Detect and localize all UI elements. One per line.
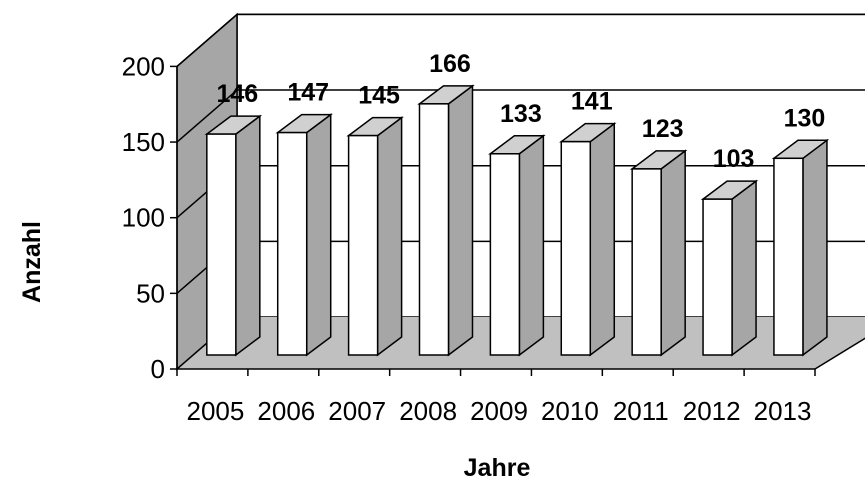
y-tick-label-0: 0 (151, 354, 165, 384)
x-tick-label-2008: 2008 (399, 396, 457, 426)
bar-front-2006 (276, 131, 308, 356)
x-tick-label-2005: 2005 (187, 396, 245, 426)
data-label-2009: 133 (500, 100, 542, 128)
bar-side-2007 (376, 116, 403, 357)
bar-front-2008 (418, 103, 450, 356)
bar-side-2006 (305, 113, 332, 357)
data-label-2008: 166 (429, 50, 471, 78)
bar-side-2010 (589, 122, 616, 357)
x-tick-labels: 2005 2006 2007 2008 2009 2010 2011 2012 2013 (187, 396, 812, 426)
bar-side-2005 (235, 114, 261, 357)
x-tick-label-2010: 2010 (541, 396, 599, 426)
bar-2006 (275, 113, 333, 357)
y-tick-label-50: 50 (136, 278, 165, 308)
data-label-2007: 145 (358, 82, 400, 110)
bar-side-2013 (802, 138, 828, 357)
chart-bars (204, 84, 830, 357)
chart-axes (170, 65, 865, 376)
x-tick-label-2013: 2013 (754, 396, 812, 426)
bar-2011 (629, 149, 688, 357)
data-label-2010: 141 (571, 88, 613, 116)
bar-front-2009 (489, 153, 521, 356)
x-tick-label-2011: 2011 (613, 396, 669, 426)
x-tick-label-2006: 2006 (257, 396, 315, 426)
y-axis-title: Anzahl (18, 221, 46, 303)
data-labels: 146 147 145 166 133 141 123 103 130 (216, 50, 825, 173)
x-tick-label-2012: 2012 (683, 396, 741, 426)
x-tick-label-2009: 2009 (470, 396, 528, 426)
bar-2012 (700, 179, 759, 357)
bar-2008 (417, 84, 475, 357)
bar-2013 (771, 138, 830, 357)
y-tick-label-100: 100 (122, 203, 165, 233)
floor-edge-line (814, 337, 865, 370)
bar-side-2008 (447, 84, 474, 357)
data-label-2012: 103 (713, 145, 755, 173)
bar-2009 (488, 134, 546, 357)
bar-2010 (559, 122, 617, 357)
bar-front-2013 (773, 157, 804, 356)
gridline-side-150 (176, 89, 238, 143)
bar-2007 (346, 116, 404, 357)
bar-front-2010 (560, 140, 592, 356)
x-tick-label-2007: 2007 (328, 396, 386, 426)
x-axis-title: Jahre (464, 454, 531, 481)
bar-side-2009 (518, 134, 545, 357)
bar-front-2005 (206, 133, 237, 356)
y-tick-label-150: 150 (122, 127, 165, 157)
bar-2005 (204, 114, 263, 357)
bar-side-2012 (731, 179, 757, 357)
bar-front-2011 (631, 168, 662, 356)
bar-side-2011 (660, 149, 686, 357)
data-label-2011: 123 (642, 115, 684, 143)
data-label-2005: 146 (216, 80, 258, 108)
bar-front-2007 (347, 134, 379, 356)
y-tick-labels: 0 50 100 150 200 (122, 51, 165, 384)
y-tick-label-200: 200 (122, 51, 165, 81)
data-label-2013: 130 (784, 104, 826, 132)
bar-front-2012 (702, 198, 733, 356)
gridline-side-200 (176, 13, 238, 67)
data-label-2006: 147 (287, 79, 329, 107)
